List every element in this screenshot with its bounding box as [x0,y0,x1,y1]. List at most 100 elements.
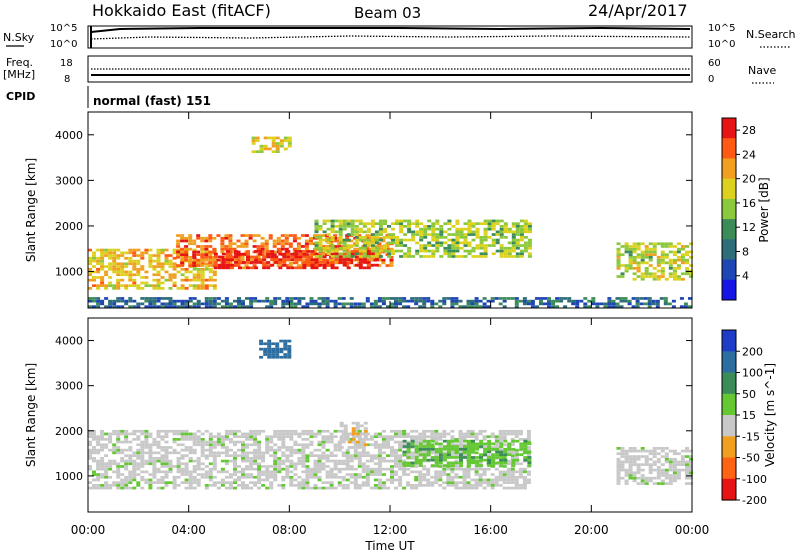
echo-cell [491,453,496,456]
echo-cell [281,302,286,306]
echo-cell [628,468,633,472]
echo-cell [164,270,169,274]
echo-cell [365,467,370,471]
echo-cell [224,234,229,237]
echo-cell [458,475,463,479]
echo-cell [275,342,280,346]
echo-cell [523,225,528,228]
echo-cell [329,481,334,484]
echo-cell [502,473,507,476]
echo-cell [325,465,330,468]
echo-cell [499,464,504,467]
echo-cell [144,446,149,449]
echo-cell [204,258,209,262]
echo-cell [204,454,209,457]
echo-cell [518,484,523,487]
echo-cell [96,256,101,260]
echo-cell [152,254,157,257]
echo-cell [387,249,391,253]
echo-cell [648,466,653,469]
echo-cell [156,278,161,282]
echo-cell [124,484,129,487]
echo-cell [314,258,319,261]
echo-cell [418,447,423,451]
echo-cell [390,302,394,306]
echo-cell [503,255,508,258]
echo-cell [467,450,471,454]
echo-cell [389,258,394,262]
echo-cell [272,253,277,256]
echo-cell [318,238,323,242]
echo-cell [406,454,411,457]
echo-cell [358,230,363,234]
echo-cell [250,261,255,264]
echo-cell [422,473,427,476]
echo-cell [399,255,404,258]
echo-cell [310,258,315,261]
echo-cell [499,252,504,256]
echo-cell [519,447,524,451]
echo-cell [527,458,532,462]
echo-cell [466,473,471,476]
echo-cell [124,251,129,255]
echo-cell [438,447,443,451]
echo-cell [294,250,299,253]
echo-cell [685,267,689,270]
echo-cell [459,461,463,465]
echo-cell [377,297,382,300]
echo-cell [325,481,330,484]
echo-cell [160,265,165,268]
echo-cell [615,297,620,300]
echo-cell [301,459,306,463]
echo-cell [672,449,677,453]
echo-cell [439,230,444,234]
echo-cell [685,253,689,256]
echo-cell [266,266,271,270]
echo-cell [471,439,475,443]
echo-cell [406,456,411,459]
echo-cell [410,429,415,433]
echo-cell [104,473,109,476]
echo-cell [233,459,237,463]
echo-cell [289,470,294,474]
echo-cell [447,222,452,225]
echo-cell [450,454,455,457]
echo-cell [483,219,488,223]
echo-cell [301,443,306,447]
echo-cell [144,451,149,455]
echo-cell [362,261,367,264]
echo-cell [350,255,355,258]
echo-cell [390,435,394,438]
echo-cell [410,297,415,300]
echo-cell [100,467,105,471]
echo-cell [220,250,225,254]
echo-cell [587,299,592,303]
echo-cell [390,305,394,308]
echo-cell [192,297,197,300]
echo-cell [220,478,225,482]
echo-cell [234,255,238,259]
echo-cell [381,473,386,476]
echo-cell [152,278,157,282]
echo-cell [283,347,288,351]
echo-cell [228,459,233,463]
echo-cell [385,264,390,267]
echo-cell [262,263,267,267]
echo-cell [164,254,169,257]
echo-cell [406,440,411,444]
echo-cell [381,429,386,433]
echo-cell [156,262,161,266]
echo-cell [515,241,520,245]
echo-cell [285,299,290,303]
echo-cell [475,456,480,459]
echo-cell [112,284,117,287]
echo-cell [265,438,270,441]
echo-cell [354,252,359,256]
echo-cell [317,475,322,479]
echo-cell [196,258,201,262]
echo-cell [411,255,416,258]
echo-cell [148,259,153,263]
echo-cell [204,440,209,444]
echo-cell [479,439,484,443]
echo-cell [547,297,551,300]
